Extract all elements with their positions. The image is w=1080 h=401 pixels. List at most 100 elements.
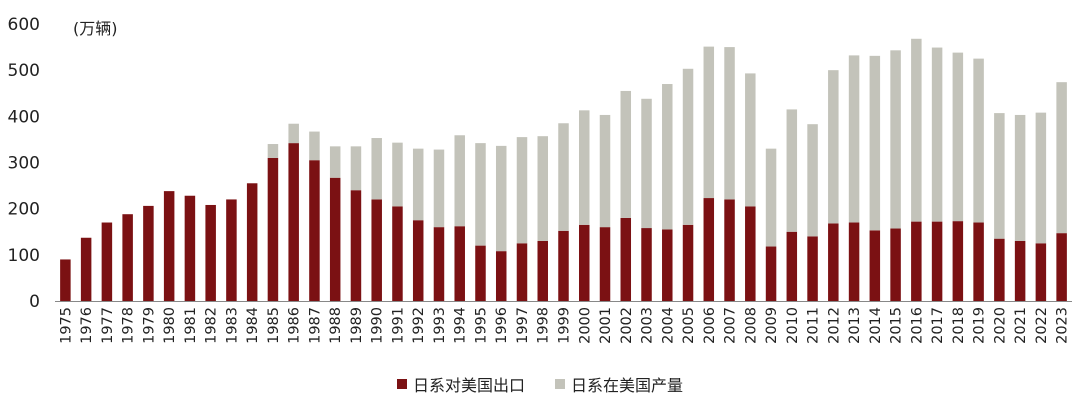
x-tick-label: 1999 <box>557 307 573 344</box>
x-tick-label: 1981 <box>183 307 199 344</box>
x-tick-label: 2007 <box>723 307 739 344</box>
bar-export <box>599 227 611 301</box>
bar-export <box>454 226 465 301</box>
bar-production <box>329 146 341 178</box>
bar-production <box>765 148 777 247</box>
x-tick-label: 2022 <box>1034 307 1050 344</box>
bar-production <box>745 73 756 207</box>
x-tick-label: 2017 <box>930 307 946 344</box>
bar-production <box>911 38 922 222</box>
bar-production <box>1014 114 1026 241</box>
bar-export <box>1056 233 1067 301</box>
bar-export <box>973 222 984 301</box>
x-tick-label: 2006 <box>702 307 718 344</box>
bar-production <box>454 135 465 227</box>
legend-label-export: 日系对美国出口 <box>412 376 525 395</box>
x-tick-label: 2008 <box>743 307 759 344</box>
bar-production <box>703 46 715 199</box>
bar-production <box>724 47 735 200</box>
y-tick-label: 300 <box>8 154 40 174</box>
bar-export <box>371 199 382 301</box>
bar-production <box>267 144 279 158</box>
bar-export <box>890 228 901 301</box>
x-tick-label: 1975 <box>58 307 74 344</box>
bar-export <box>101 222 113 301</box>
bar-production <box>994 113 1005 239</box>
bar-production <box>973 58 984 223</box>
bar-export <box>1014 240 1026 301</box>
bar-export <box>184 195 196 301</box>
legend-swatch-production <box>555 379 565 389</box>
x-tick-label: 2004 <box>660 307 676 344</box>
bar-export <box>143 205 154 301</box>
x-tick-label: 2009 <box>764 307 780 344</box>
bar-export <box>60 259 71 301</box>
bar-export <box>516 243 528 301</box>
bar-production <box>1056 82 1067 234</box>
bar-export <box>246 183 258 301</box>
bar-export <box>537 240 548 301</box>
x-tick-label: 1996 <box>494 307 510 344</box>
bar-production <box>931 47 943 222</box>
bar-export <box>495 251 507 301</box>
x-tick-label: 2001 <box>598 307 614 344</box>
bar-export <box>80 237 92 301</box>
x-tick-label: 2000 <box>577 307 593 344</box>
bar-production <box>952 52 964 222</box>
bar-export <box>911 221 922 301</box>
x-tick-label: 1984 <box>245 307 261 344</box>
x-tick-label: 2011 <box>806 307 822 344</box>
bar-production <box>599 114 611 228</box>
bar-production <box>786 109 798 232</box>
bar-export <box>288 143 299 301</box>
x-tick-label: 2010 <box>785 307 801 344</box>
y-axis: 0 100 200 300 400 500 600 <box>8 15 40 312</box>
x-tick-label: 1987 <box>307 307 323 344</box>
bar-export <box>329 177 341 301</box>
y-tick-label: 200 <box>8 200 40 220</box>
x-tick-label: 1994 <box>453 307 469 344</box>
x-axis: 1975 1976 1977 1978 1979 1980 1981 1982 1983 1984… <box>55 301 1072 344</box>
bar-export <box>869 230 881 301</box>
bar-export <box>786 231 798 301</box>
bar-production <box>662 84 673 230</box>
bar-production <box>828 70 839 224</box>
bars-group <box>60 38 1067 301</box>
x-tick-label: 1976 <box>79 307 95 344</box>
bar-export <box>1035 243 1047 301</box>
bar-production <box>682 68 694 225</box>
x-tick-label: 1977 <box>100 307 116 344</box>
bar-export <box>703 198 715 301</box>
legend-label-production: 日系在美国产量 <box>571 376 684 395</box>
bar-production <box>516 137 528 244</box>
bar-export <box>309 160 320 301</box>
bar-production <box>579 110 590 225</box>
bar-export <box>724 199 735 301</box>
x-tick-label: 2012 <box>826 307 842 344</box>
x-tick-label: 1989 <box>349 307 365 344</box>
y-tick-label: 500 <box>8 61 40 81</box>
bar-production <box>371 138 382 200</box>
x-tick-label: 2002 <box>619 307 635 344</box>
x-tick-label: 1993 <box>432 307 448 344</box>
stacked-bar-chart: (万辆) 0 100 200 300 400 500 600 1975 1976 1977 197… <box>8 15 1072 344</box>
bar-export <box>848 222 860 301</box>
y-tick-label: 0 <box>29 292 40 312</box>
x-tick-label: 2016 <box>909 307 925 344</box>
legend-item-export: 日系对美国出口 <box>396 372 525 396</box>
x-tick-label: 2003 <box>640 307 656 344</box>
x-tick-label: 1992 <box>411 307 427 344</box>
x-tick-label: 2014 <box>868 307 884 344</box>
x-tick-label: 2023 <box>1055 307 1071 344</box>
legend-swatch-export <box>396 379 407 389</box>
bar-export <box>765 246 777 301</box>
bar-export <box>807 236 818 301</box>
x-tick-label: 1982 <box>204 307 220 344</box>
bar-export <box>392 206 403 301</box>
x-tick-label: 1979 <box>141 307 157 344</box>
bar-export <box>620 217 632 301</box>
bar-production <box>350 146 362 191</box>
y-tick-label: 400 <box>8 107 40 127</box>
bar-export <box>682 224 694 301</box>
x-tick-label: 1995 <box>473 307 489 344</box>
